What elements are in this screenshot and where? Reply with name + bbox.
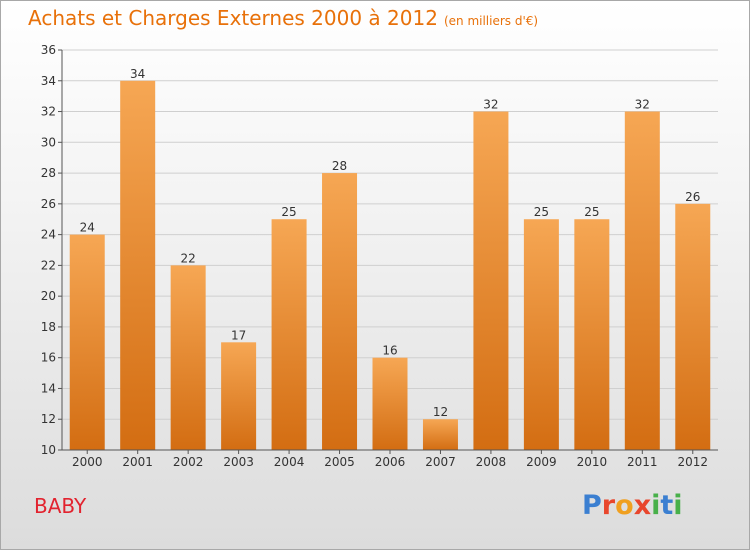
bar <box>170 265 206 450</box>
x-tick-label: 2002 <box>173 455 204 469</box>
x-tick-label: 2003 <box>223 455 254 469</box>
x-tick-label: 2011 <box>627 455 658 469</box>
bar <box>271 219 307 450</box>
chart-unit: (en milliers d'€) <box>443 14 539 28</box>
bar <box>574 219 610 450</box>
chart-title-text: Achats et Charges Externes 2000 à 2012 <box>28 6 438 30</box>
logo-letter: t <box>660 490 674 521</box>
axes <box>58 49 718 454</box>
bar <box>120 80 156 451</box>
logo-letter: x <box>633 490 652 521</box>
bar <box>372 357 408 450</box>
commune-name: BABY <box>34 494 87 518</box>
bar <box>322 173 358 451</box>
data-label: 17 <box>231 328 246 342</box>
x-tick-label: 2009 <box>526 455 557 469</box>
data-label: 25 <box>281 205 296 219</box>
data-label: 22 <box>181 251 196 265</box>
data-label: 25 <box>534 205 549 219</box>
y-tick-label: 16 <box>41 351 56 365</box>
logo-letter: i <box>651 490 661 521</box>
y-tick-label: 10 <box>41 443 56 457</box>
data-label: 32 <box>635 98 650 112</box>
x-tick-label: 2006 <box>375 455 406 469</box>
data-label: 34 <box>130 67 145 81</box>
y-tick-label: 12 <box>41 412 56 426</box>
x-tick-label: 2010 <box>577 455 608 469</box>
bars <box>69 80 711 451</box>
y-tick-label: 36 <box>41 43 56 57</box>
x-tick-label: 2007 <box>425 455 456 469</box>
data-label: 32 <box>483 98 498 112</box>
data-label: 25 <box>584 205 599 219</box>
bar <box>624 111 660 451</box>
data-label: 12 <box>433 405 448 419</box>
bar <box>473 111 509 451</box>
data-label: 16 <box>382 344 397 358</box>
data-label: 24 <box>80 221 95 235</box>
y-tick-label: 18 <box>41 320 56 334</box>
chart-title: Achats et Charges Externes 2000 à 2012 (e… <box>28 6 538 30</box>
proxiti-logo[interactable]: Proxiti <box>582 490 683 521</box>
data-label: 26 <box>685 190 700 204</box>
logo-letter: o <box>615 490 634 521</box>
y-tick-label: 24 <box>41 228 56 242</box>
y-tick-label: 32 <box>41 105 56 119</box>
y-tick-label: 26 <box>41 197 56 211</box>
x-tick-label: 2012 <box>677 455 708 469</box>
y-tick-label: 22 <box>41 258 56 272</box>
x-tick-label: 2001 <box>122 455 153 469</box>
y-tick-label: 30 <box>41 135 56 149</box>
logo-letter: i <box>673 490 683 521</box>
bar <box>523 219 559 450</box>
logo-letter: r <box>601 490 616 521</box>
labels: 10 12 14 16 18 20 22 24 26 28 30 32 34 36 24 2000 34 2001… <box>41 43 708 469</box>
bar <box>221 342 257 450</box>
y-tick-label: 14 <box>41 381 56 395</box>
x-tick-label: 2008 <box>476 455 507 469</box>
data-label: 28 <box>332 159 347 173</box>
bar <box>422 419 458 450</box>
x-tick-label: 2000 <box>72 455 103 469</box>
y-tick-label: 34 <box>41 74 56 88</box>
x-tick-label: 2004 <box>274 455 305 469</box>
bar <box>69 234 105 450</box>
y-tick-label: 28 <box>41 166 56 180</box>
bar <box>675 203 711 450</box>
y-tick-label: 20 <box>41 289 56 303</box>
x-tick-label: 2005 <box>324 455 355 469</box>
logo-letter: P <box>582 490 602 521</box>
